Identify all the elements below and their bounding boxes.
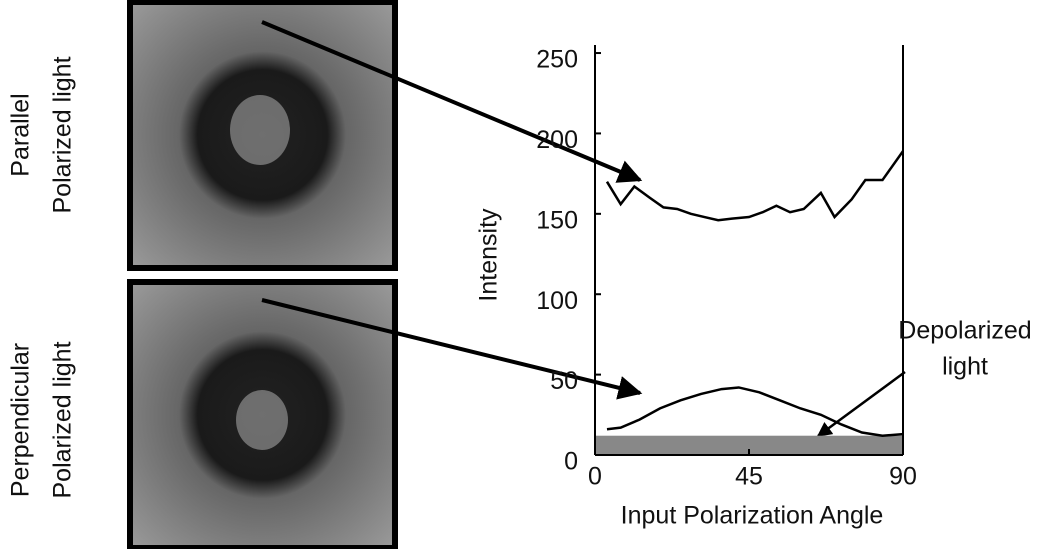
data-line [605,150,905,222]
annotation: light [942,353,988,381]
y-tick-label: 200 [536,126,578,154]
image-label: Perpendicular [7,343,35,497]
arrow [816,370,906,438]
x-tick-label: 45 [735,463,763,491]
y-axis-label: Intensity [475,208,503,302]
x-tick-label: 0 [588,463,602,491]
x-tick-label: 90 [889,463,917,491]
image-label: Polarized light [49,56,77,213]
data-line [606,386,904,437]
retina-image-bottom [127,279,398,549]
depolarized-band [595,435,903,455]
y-tick-label: 50 [550,367,578,395]
y-tick-label: 0 [564,448,578,476]
y-tick-label: 250 [536,46,578,74]
image-label: Polarized light [49,341,77,498]
retina-image-top [127,0,398,271]
arrow [261,20,643,183]
arrow [261,298,643,400]
annotation: Depolarized [898,317,1031,345]
y-tick-label: 150 [536,206,578,234]
image-label: Parallel [7,93,35,176]
y-tick-label: 100 [536,287,578,315]
x-axis-label: Input Polarization Angle [621,502,884,530]
